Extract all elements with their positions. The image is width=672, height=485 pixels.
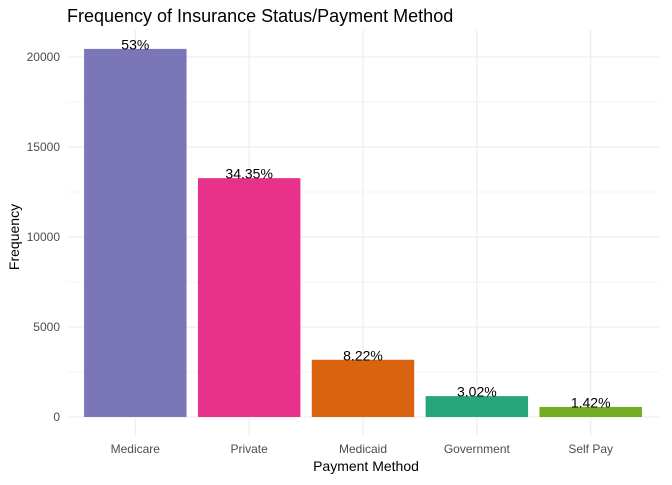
data-label-private: 34.35% — [225, 166, 272, 182]
bar-medicaid — [311, 359, 415, 417]
data-label-layer: 53% 34.35% 8.22% 3.02% 1.42% — [121, 36, 610, 410]
bar-private — [197, 178, 301, 417]
bar-government — [425, 396, 529, 417]
x-tick-label-private: Private — [230, 442, 268, 456]
x-tick-label-self-pay: Self Pay — [568, 442, 613, 456]
x-axis-title: Payment Method — [313, 458, 419, 474]
y-tick-label: 15000 — [27, 140, 61, 154]
bar-medicare — [84, 48, 187, 418]
y-tick-label: 10000 — [27, 230, 61, 244]
bar-self-pay — [539, 406, 642, 417]
y-axis-title: Frequency — [6, 204, 22, 270]
data-label-medicare: 53% — [121, 36, 149, 52]
x-tick-label-medicare: Medicare — [111, 442, 161, 456]
chart-title: Frequency of Insurance Status/Payment Me… — [67, 6, 453, 26]
x-tick-label-medicaid: Medicaid — [339, 442, 387, 456]
bars-layer — [84, 48, 642, 418]
x-tick-layer: Medicare Private Medicaid Government Self Pa… — [111, 442, 613, 456]
y-tick-label: 0 — [53, 410, 60, 424]
x-tick-label-government: Government — [444, 442, 511, 456]
data-label-medicaid: 8.22% — [343, 347, 383, 363]
y-tick-label: 20000 — [27, 50, 61, 64]
data-label-self-pay: 1.42% — [571, 394, 611, 410]
y-tick-layer: 0 5000 10000 15000 20000 — [27, 50, 61, 424]
data-label-government: 3.02% — [457, 384, 497, 400]
y-tick-label: 5000 — [33, 320, 60, 334]
